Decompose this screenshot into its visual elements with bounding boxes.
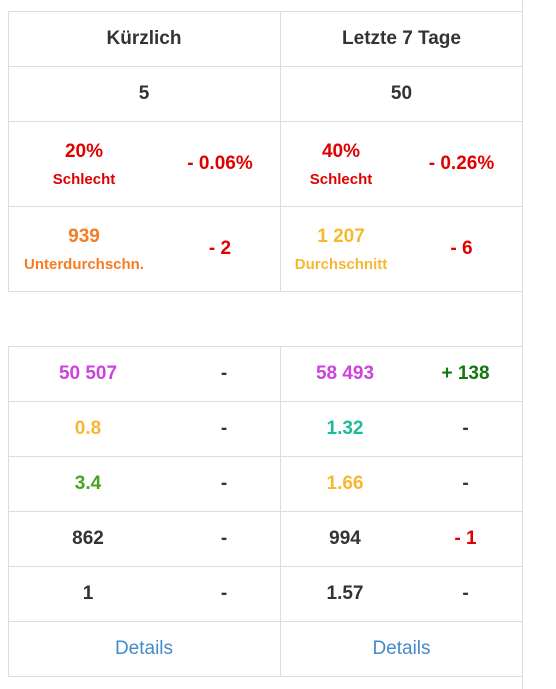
row-divider: [8, 121, 522, 122]
row-week-delta: - 1: [454, 528, 477, 549]
row-recent-delta: -: [220, 473, 228, 494]
quality-recent-label: Schlecht: [52, 170, 116, 188]
quality-recent-pct: 20%: [64, 140, 104, 162]
row-divider: [8, 346, 522, 347]
row-divider: [8, 621, 522, 622]
row-week-value: 994: [329, 528, 361, 549]
score-recent-label: Unterdurchschn.: [23, 255, 144, 273]
row-week-delta: + 138: [441, 363, 490, 384]
row-divider: [8, 676, 522, 677]
quality-week-label: Schlecht: [309, 170, 373, 188]
row-recent-delta: -: [220, 363, 228, 384]
row-divider: [8, 456, 522, 457]
row-week-delta: -: [462, 473, 469, 494]
details-cell-recent: Details: [8, 622, 280, 676]
row-divider: [8, 291, 522, 292]
row-recent-value: 3.4: [74, 473, 102, 494]
quality-recent-delta: - 0.06%: [187, 153, 253, 174]
score-week-label: Durchschnitt: [294, 255, 388, 273]
quality-week: 40% Schlecht: [281, 122, 401, 206]
row-divider: [8, 401, 522, 402]
score-recent-value: 939: [68, 225, 100, 247]
score-recent-delta: - 2: [208, 238, 232, 259]
column-divider: [8, 11, 9, 292]
row-recent-value: 862: [72, 528, 104, 549]
column-divider: [280, 11, 281, 292]
row-recent-value: 1: [82, 583, 94, 604]
details-cell-week: Details: [281, 622, 522, 676]
row-recent-value: 50 507: [58, 363, 118, 384]
row-week-delta: -: [462, 583, 469, 604]
quality-week-delta: - 0.26%: [428, 153, 495, 174]
details-link-week[interactable]: Details: [372, 638, 431, 659]
count-week: 50: [390, 83, 413, 104]
row-divider: [8, 511, 522, 512]
row-recent-delta: -: [220, 418, 228, 439]
row-divider: [8, 66, 522, 67]
row-divider: [8, 566, 522, 567]
header-week: Letzte 7 Tage: [342, 28, 461, 49]
row-recent-delta: -: [220, 583, 228, 604]
count-recent: 5: [138, 83, 150, 104]
score-recent: 939 Unterdurchschn.: [8, 207, 160, 291]
row-week-delta: -: [462, 418, 469, 439]
row-recent-value: 0.8: [74, 418, 102, 439]
row-divider: [8, 11, 522, 12]
quality-week-pct: 40%: [321, 140, 361, 162]
score-week-delta: - 6: [450, 238, 473, 259]
column-divider: [280, 346, 281, 676]
row-week-value: 1.66: [326, 473, 364, 494]
column-divider: [8, 346, 9, 676]
row-week-value: 1.57: [326, 583, 364, 604]
score-week-value: 1 207: [317, 225, 365, 247]
header-recent: Kürzlich: [106, 28, 182, 49]
quality-recent: 20% Schlecht: [8, 122, 160, 206]
row-divider: [8, 206, 522, 207]
right-border: [522, 0, 523, 689]
score-week: 1 207 Durchschnitt: [281, 207, 401, 291]
row-recent-delta: -: [220, 528, 228, 549]
row-week-value: 58 493: [315, 363, 375, 384]
row-week-value: 1.32: [326, 418, 364, 439]
details-link-recent[interactable]: Details: [114, 638, 174, 659]
